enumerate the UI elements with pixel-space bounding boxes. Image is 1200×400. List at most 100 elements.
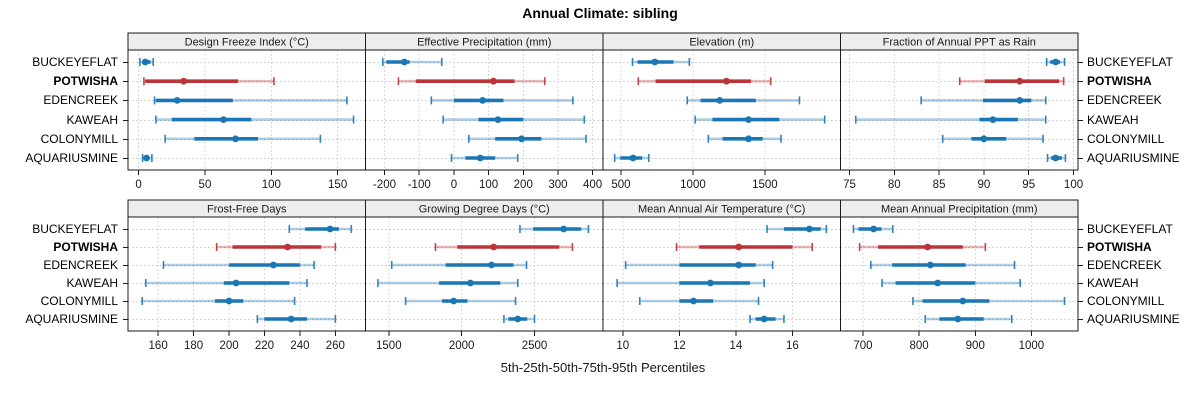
axis-tick-label: 85 (933, 179, 946, 191)
panel-gridlines (840, 50, 1078, 170)
series-potwisha (434, 243, 574, 251)
median-dot (225, 297, 233, 305)
median-dot (232, 135, 239, 143)
axis-tick-label: 12 (673, 340, 686, 352)
strip-title: Elevation (m) (689, 37, 754, 49)
x-axis: 75 80 85 90 95 100 (843, 170, 1083, 191)
x-axis: 10 12 14 16 (616, 331, 799, 352)
series-potwisha (958, 77, 1065, 86)
station-label-buckeyeflat: BUCKEYEFLAT (1087, 222, 1173, 236)
median-dot (716, 97, 724, 104)
series-aquariusmine (924, 315, 1013, 323)
axis-tick-label: 800 (910, 340, 929, 352)
median-dot (870, 225, 878, 233)
axis-tick-label: 95 (1022, 179, 1035, 191)
series-edencreek (162, 261, 315, 269)
median-dot (514, 315, 522, 323)
axis-tick-label: 200 (219, 340, 238, 352)
panel-background (840, 217, 1078, 331)
median-dot (1052, 58, 1059, 66)
series-potwisha (143, 77, 275, 86)
median-dot (479, 97, 487, 104)
median-dot (490, 243, 498, 251)
median-dot (629, 154, 637, 162)
station-label-aquariusmine: AQUARIUSMINE (25, 151, 118, 165)
median-dot (805, 225, 813, 233)
median-dot (180, 77, 188, 85)
panel-0: 0 50 100 150 Design Freeze Index (°C) (123, 32, 366, 191)
axis-tick-label: 50 (199, 179, 212, 191)
panel-6: 10 12 14 16 Mean Annual Air Temperature (°C) (602, 199, 841, 352)
median-dot (1052, 154, 1059, 162)
panel-3: 75 80 85 90 95 100 Fraction of Annual PPT as R… (840, 32, 1083, 191)
series-edencreek (153, 96, 348, 105)
median-dot (954, 315, 962, 323)
series-edencreek (624, 261, 774, 269)
series-aquariusmine (613, 154, 650, 162)
station-labels-left-bottom: BUCKEYEFLAT POTWISHA EDENCREEK KAWEAH COLONY… (0, 0, 122, 400)
median-dot (735, 243, 743, 251)
axis-tick-label: -100 (408, 179, 431, 191)
series-edencreek (870, 261, 1016, 269)
series-colonymill (468, 134, 587, 143)
median-dot (400, 58, 408, 66)
series-kaweah (854, 115, 1047, 124)
series-aquariusmine (256, 315, 337, 323)
axis-tick-label: 1500 (752, 179, 778, 191)
median-dot (287, 315, 295, 323)
median-dot (173, 97, 181, 104)
strip-title: Mean Annual Air Temperature (°C) (638, 204, 805, 216)
panel-5: 1500 2000 2500 Growing Degree Days (°C) (365, 199, 604, 352)
station-label-buckeyeflat: BUCKEYEFLAT (32, 55, 118, 69)
axis-tick-label: 200 (514, 179, 533, 191)
median-dot (1016, 97, 1024, 104)
station-label-aquariusmine: AQUARIUSMINE (1087, 312, 1180, 326)
axis-tick-label: 1000 (1019, 340, 1045, 352)
axis-tick-label: 90 (977, 179, 990, 191)
station-label-aquariusmine: AQUARIUSMINE (1087, 151, 1180, 165)
panel-gridlines (840, 217, 1078, 331)
panel-background (365, 217, 603, 331)
x-axis: 1500 2000 2500 (376, 331, 547, 352)
series-buckeyeflat (852, 225, 894, 233)
series-kaweah (155, 115, 355, 124)
median-dot (745, 116, 752, 123)
median-dot (143, 154, 150, 162)
series-buckeyeflat (1045, 58, 1066, 66)
x-axis: 160 180 200 220 240 260 (149, 331, 345, 352)
station-label-kaweah: KAWEAH (1087, 112, 1139, 127)
axis-tick-label: 900 (966, 340, 985, 352)
axis-tick-label: 100 (1064, 179, 1083, 191)
median-dot (467, 279, 474, 287)
station-label-potwisha: POTWISHA (1087, 240, 1152, 254)
axis-tick-label: 500 (611, 179, 630, 191)
station-label-potwisha: POTWISHA (53, 74, 118, 89)
median-dot (269, 261, 277, 269)
axis-tick-label: 150 (328, 179, 347, 191)
station-label-potwisha: POTWISHA (53, 240, 118, 254)
series-buckeyeflat (139, 58, 155, 66)
x-axis: 0 50 100 150 (135, 170, 347, 191)
station-label-edencreek: EDENCREEK (43, 258, 118, 272)
panel-border (840, 49, 1079, 171)
axis-tick-label: -200 (373, 179, 396, 191)
series-aquariusmine (141, 154, 153, 162)
series-kaweah (377, 279, 519, 287)
series-colonymill (404, 297, 517, 305)
series-aquariusmine (749, 315, 785, 323)
station-label-edencreek: EDENCREEK (1087, 93, 1162, 108)
series-kaweah (616, 279, 765, 287)
median-dot (924, 243, 931, 251)
station-labels-right-bottom: BUCKEYEFLAT POTWISHA EDENCREEK KAWEAH COLONY… (1083, 0, 1198, 400)
panel-7: 700 800 900 1000 Mean Annual Precipitation (… (840, 199, 1083, 352)
series-buckeyeflat (766, 225, 828, 233)
series-edencreek (390, 261, 528, 269)
series-potwisha (397, 77, 546, 86)
series-potwisha (675, 243, 814, 251)
station-label-colonymill: COLONYMILL (40, 131, 118, 146)
axis-tick-label: 160 (149, 340, 168, 352)
median-dot (494, 116, 502, 123)
series-edencreek (430, 96, 574, 105)
panel-gridlines (128, 50, 366, 170)
panel-gridlines (365, 50, 603, 170)
